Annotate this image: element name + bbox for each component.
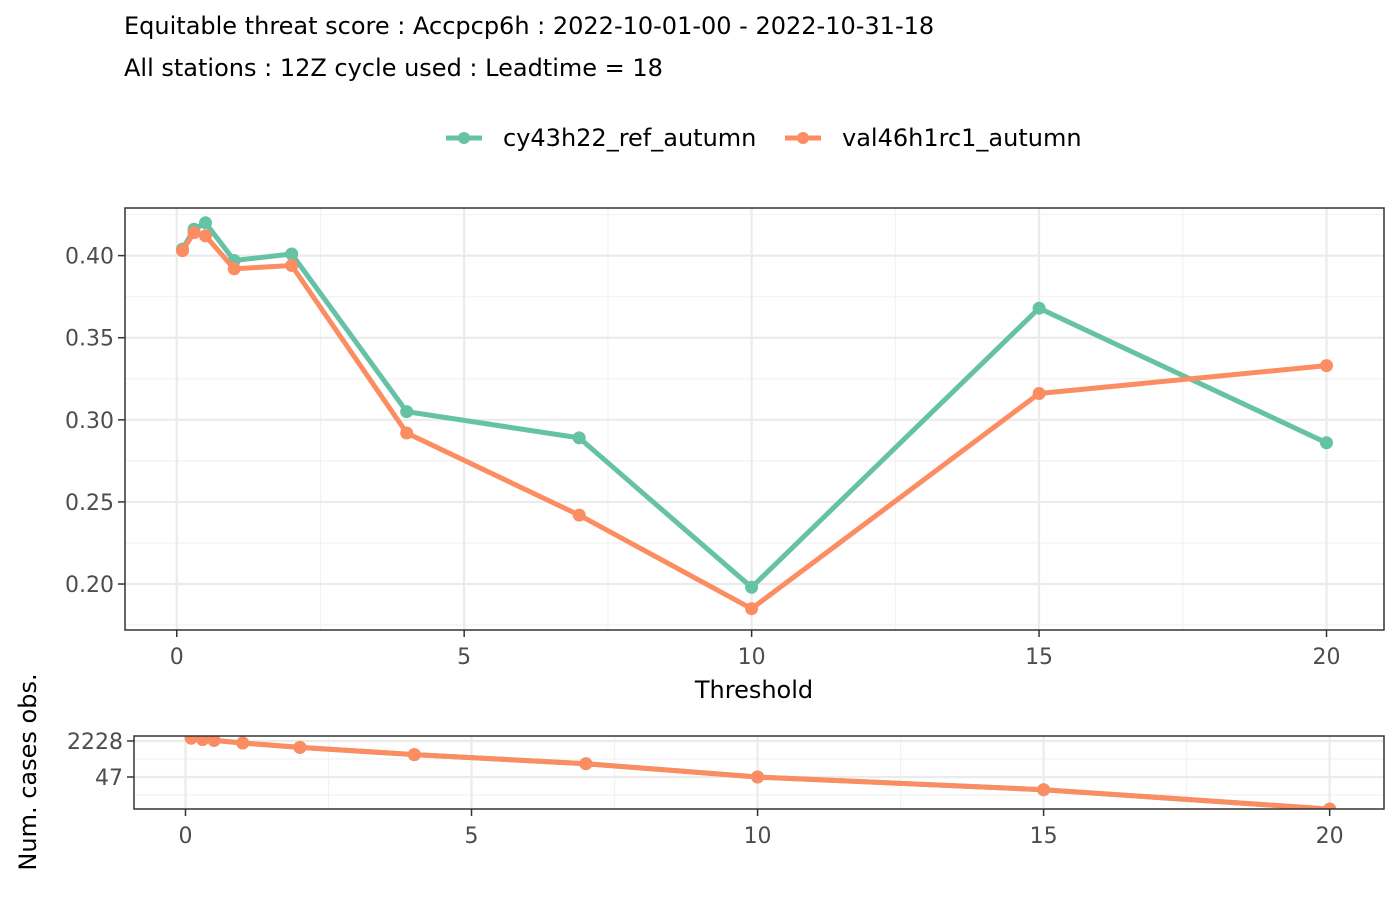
main-series-group — [176, 216, 1333, 616]
cases-x-tick-label: 0 — [178, 824, 192, 849]
main-series-2 — [176, 226, 1333, 616]
main-series-1-point — [400, 405, 414, 419]
cases-y-tick-label: 2228 — [67, 730, 123, 755]
legend-label-series-1: cy43h22_ref_autumn — [503, 124, 756, 152]
main-series-1-point — [1032, 301, 1046, 315]
cases-series-2-point — [1323, 802, 1337, 809]
main-series-2-point — [199, 229, 212, 243]
main-series-1-point — [572, 431, 586, 445]
legend-item-series-2[interactable]: val46h1rc1_autumn — [785, 124, 1082, 152]
x-axis-title: Threshold — [694, 676, 813, 704]
cases-series-2-point — [196, 736, 210, 746]
cases-x-tick-label: 5 — [465, 824, 479, 849]
main-series-2-point — [400, 426, 414, 440]
legend-key-point — [797, 132, 809, 144]
main-series-1-line — [180, 220, 1329, 590]
cases-x-tick-label: 20 — [1316, 824, 1344, 849]
cases-series-2-point — [407, 748, 421, 762]
cases-series-group — [184, 736, 1337, 809]
main-series-2-point — [227, 262, 241, 276]
main-y-tick-label: 0.20 — [65, 573, 114, 598]
main-series-2-point — [745, 602, 759, 616]
main-x-tick-label: 20 — [1313, 645, 1341, 670]
cases-border — [133, 735, 1385, 810]
main-series-2-point — [285, 259, 299, 272]
main-series-1-point — [199, 216, 212, 230]
legend-key-point — [458, 132, 470, 144]
main-series-1-point — [745, 580, 759, 594]
main-series-1-point — [1320, 436, 1333, 450]
main-x-tick-label: 15 — [1025, 645, 1053, 670]
main-x-tick-label: 0 — [170, 645, 184, 670]
chart-title: Equitable threat score : Accpcp6h : 2022… — [124, 12, 934, 40]
main-series-2-point — [1320, 359, 1333, 373]
cases-series-2-point — [207, 736, 221, 747]
cases-y-tick-label: 47 — [95, 766, 123, 791]
cases-series-2-point — [236, 736, 250, 750]
main-y-tick-label: 0.30 — [65, 409, 114, 434]
main-y-tick-label: 0.35 — [65, 327, 114, 352]
legend: cy43h22_ref_autumn val46h1rc1_autumn — [446, 124, 1082, 152]
cases-series-2-point — [293, 740, 307, 754]
cases-x-tick-label: 10 — [744, 824, 772, 849]
main-border — [124, 207, 1385, 631]
main-y-tick-label: 0.25 — [65, 491, 114, 516]
main-plot-panel: 0 5 10 15 20 0.20 0.25 0.30 0.35 0.40 — [65, 207, 1385, 670]
cases-series-2-point — [751, 770, 765, 784]
main-x-tick-label: 10 — [738, 645, 766, 670]
cases-plot-panel: 0 5 10 15 20 2228 47 — [67, 730, 1385, 849]
main-x-tick-label: 5 — [457, 645, 471, 670]
cases-series-2 — [184, 736, 1337, 809]
main-series-1-point — [285, 247, 299, 261]
cases-series-2-point — [579, 757, 593, 771]
chart-subtitle: All stations : 12Z cycle used : Leadtime… — [124, 54, 663, 82]
cases-series-2-point — [184, 736, 198, 745]
main-series-2-point — [572, 508, 586, 522]
cases-series-2-point — [1037, 783, 1051, 797]
main-series-2-point — [1032, 387, 1046, 400]
main-series-2-point — [176, 244, 189, 258]
main-y-tick-label: 0.40 — [65, 245, 114, 270]
cases-x-tick-label: 15 — [1030, 824, 1058, 849]
legend-item-series-1[interactable]: cy43h22_ref_autumn — [446, 124, 756, 152]
legend-label-series-2: val46h1rc1_autumn — [842, 124, 1082, 152]
cases-y-axis-title: Num. cases obs. — [14, 673, 42, 870]
main-series-2-point — [187, 226, 201, 240]
